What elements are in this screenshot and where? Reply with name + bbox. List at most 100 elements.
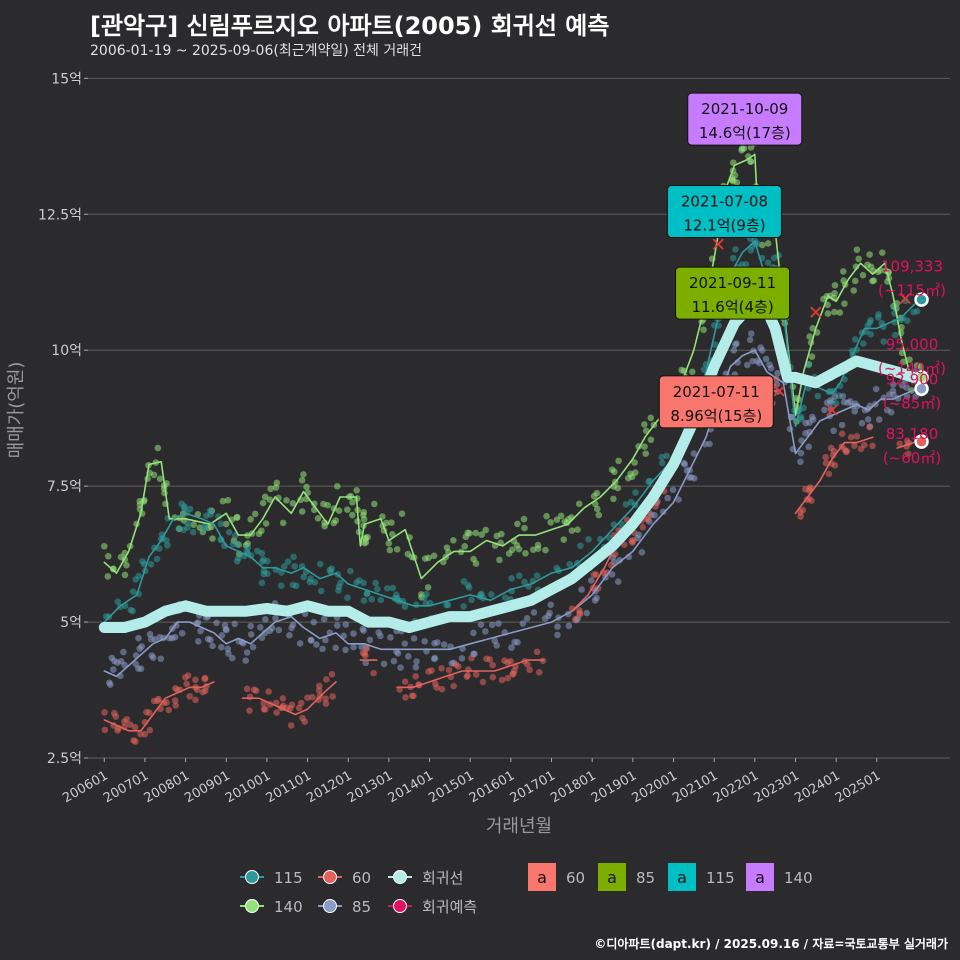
scatter-point bbox=[412, 601, 420, 609]
scatter-point bbox=[522, 549, 529, 557]
scatter-point bbox=[461, 543, 469, 550]
scatter-point bbox=[766, 361, 773, 368]
forecast-area: (~115㎡) bbox=[878, 282, 946, 300]
scatter-point bbox=[263, 557, 271, 565]
scatter-point bbox=[438, 665, 445, 672]
scatter-point bbox=[905, 450, 912, 458]
scatter-point bbox=[758, 347, 766, 354]
annotation-price: 14.6억(17층) bbox=[699, 124, 791, 142]
scatter-point bbox=[247, 515, 254, 523]
series-line-60 bbox=[896, 441, 915, 449]
scatter-point bbox=[690, 450, 698, 457]
x-tick-label: 201401 bbox=[386, 768, 436, 806]
scatter-point bbox=[450, 537, 457, 544]
scatter-point bbox=[595, 511, 603, 519]
scatter-point bbox=[247, 552, 255, 559]
scatter-point bbox=[583, 609, 591, 617]
x-tick-label: 201901 bbox=[589, 768, 639, 806]
scatter-point bbox=[452, 661, 460, 668]
scatter-point bbox=[746, 336, 754, 344]
scatter-point bbox=[296, 640, 304, 647]
scatter-point bbox=[425, 554, 432, 562]
scatter-point bbox=[304, 694, 311, 701]
scatter-point bbox=[132, 660, 140, 668]
x-tick-label: 200701 bbox=[101, 768, 151, 806]
scatter-point bbox=[329, 693, 336, 700]
scatter-point bbox=[138, 643, 146, 650]
scatter-point bbox=[401, 678, 409, 685]
scatter-point bbox=[246, 693, 254, 701]
scatter-point bbox=[747, 246, 755, 254]
scatter-point bbox=[472, 529, 480, 537]
scatter-point bbox=[844, 399, 852, 406]
scatter-point bbox=[680, 459, 688, 467]
scatter-point bbox=[887, 409, 895, 416]
scatter-point bbox=[638, 549, 646, 556]
scatter-point bbox=[477, 621, 485, 628]
cross-marker bbox=[826, 404, 838, 416]
scatter-point bbox=[389, 531, 396, 538]
scatter-point bbox=[616, 556, 623, 564]
scatter-point bbox=[413, 658, 420, 665]
scatter-point bbox=[190, 521, 197, 528]
scatter-point bbox=[330, 519, 338, 527]
series-lines bbox=[98, 153, 923, 732]
scatter-point bbox=[229, 540, 237, 548]
scatter-point bbox=[251, 510, 259, 518]
scatter-point bbox=[822, 459, 830, 467]
scatter-point bbox=[831, 393, 839, 401]
scatter-point bbox=[137, 665, 145, 672]
scatter-point bbox=[839, 268, 847, 275]
legend-label: 60 bbox=[566, 869, 585, 887]
scatter-point bbox=[575, 500, 583, 508]
scatter-point bbox=[404, 653, 412, 660]
x-tick-label: 202501 bbox=[833, 768, 883, 806]
scatter-point bbox=[342, 621, 350, 628]
scatter-point bbox=[383, 585, 391, 592]
scatter-point bbox=[774, 369, 781, 377]
scatter-point bbox=[121, 661, 128, 669]
scatter-point bbox=[822, 453, 829, 461]
scatter-point bbox=[533, 572, 541, 579]
scatter-point bbox=[385, 540, 393, 547]
scatter-point bbox=[161, 489, 168, 497]
series-line-115 bbox=[103, 240, 919, 623]
scatter-point bbox=[228, 654, 236, 662]
scatter-point bbox=[565, 622, 573, 630]
scatter-point bbox=[243, 649, 251, 656]
legend-label: 115 bbox=[706, 869, 735, 887]
x-axis-label: 거래년월 bbox=[486, 816, 552, 837]
scatter-point bbox=[664, 494, 671, 502]
scatter-point bbox=[489, 673, 497, 681]
scatter-point bbox=[178, 500, 186, 508]
scatter-point bbox=[520, 515, 528, 523]
scatter-point bbox=[515, 545, 523, 553]
scatter-point bbox=[800, 404, 807, 412]
scatter-point bbox=[206, 507, 214, 514]
scatter-point bbox=[309, 693, 316, 701]
legend-label: 85 bbox=[352, 898, 371, 916]
scatter-point bbox=[178, 629, 186, 637]
scatter-point bbox=[482, 526, 490, 534]
scatter-point bbox=[288, 701, 296, 709]
scatter-point bbox=[322, 695, 329, 702]
scatter-point bbox=[566, 560, 574, 568]
scatter-point bbox=[842, 448, 850, 456]
scatter-point bbox=[482, 628, 489, 635]
scatter-point bbox=[163, 699, 170, 706]
x-tick-label: 201701 bbox=[508, 768, 558, 806]
scatter-point bbox=[521, 578, 528, 586]
scatter-point bbox=[370, 669, 377, 677]
scatter-point bbox=[799, 506, 807, 514]
scatter-point bbox=[821, 406, 828, 414]
scatter-point bbox=[283, 496, 290, 504]
scatter-point bbox=[335, 507, 343, 514]
x-tick-label: 200801 bbox=[142, 768, 192, 806]
scatter-point bbox=[859, 340, 867, 347]
legend-swatch bbox=[528, 863, 556, 891]
scatter-point bbox=[366, 636, 374, 644]
scatter-point bbox=[463, 673, 471, 680]
scatter-point bbox=[184, 672, 192, 679]
scatter-point bbox=[368, 595, 376, 603]
scatter-point bbox=[574, 526, 581, 533]
